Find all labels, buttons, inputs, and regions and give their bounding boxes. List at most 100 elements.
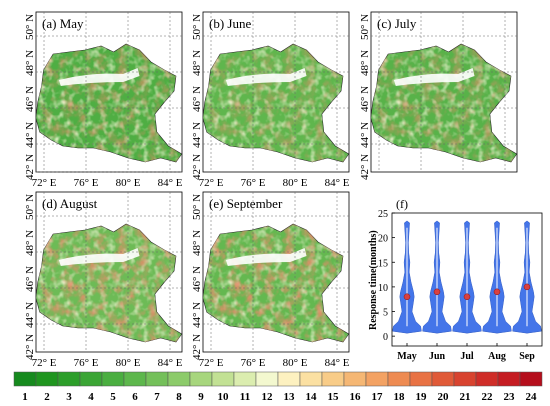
latitude-tick-label: 48° N xyxy=(359,50,371,76)
colorbar-label: 20 xyxy=(438,391,450,403)
map-panel-july: (c) July xyxy=(370,11,518,173)
latitude-tick-label: 46° N xyxy=(24,86,36,112)
latitude-tick-label: 44° N xyxy=(191,122,203,148)
colorbar-label: 10 xyxy=(218,391,230,403)
basin-map xyxy=(370,43,518,163)
map-panel-august: (d) August xyxy=(35,191,183,353)
longitude-tick-label: 84° E xyxy=(158,357,183,369)
colorbar-swatch xyxy=(13,371,37,387)
colorbar-label: 15 xyxy=(328,391,340,403)
colorbar-swatch xyxy=(453,371,477,387)
latitude-labels: 50° N 48° N 46° N 44° N 42° N 50° N 48° N 46° N… xyxy=(24,14,371,360)
map-frame xyxy=(35,191,183,353)
basin-map xyxy=(202,223,350,343)
violin-xtick-label: Aug xyxy=(488,351,506,362)
violin-yaxis: 0 5 10 15 20 25 xyxy=(378,209,395,343)
latitude-tick-label: 48° N xyxy=(24,230,36,256)
colorbar-swatch xyxy=(387,371,411,387)
map-panel-september: (e) September xyxy=(202,191,350,353)
latitude-tick-label: 48° N xyxy=(24,50,36,76)
colorbar-swatch xyxy=(57,371,81,387)
violin-median-point xyxy=(403,293,411,300)
latitude-tick-label: 44° N xyxy=(191,302,203,328)
longitude-tick-label: 76° E xyxy=(74,177,99,189)
colorbar-swatch xyxy=(145,371,169,387)
panel-title: (d) August xyxy=(42,196,98,211)
colorbar-swatch xyxy=(79,371,103,387)
latitude-tick-label: 50° N xyxy=(24,194,36,220)
colorbar-label: 16 xyxy=(350,391,362,403)
colorbar-swatch xyxy=(475,371,499,387)
colorbar-swatch xyxy=(299,371,323,387)
panel-title: (c) July xyxy=(377,16,417,31)
longitude-tick-label: 72° E xyxy=(32,177,57,189)
violin-ytick-label: 10 xyxy=(378,283,388,294)
violin-chart: (f) Response time(months) 0 5 10 15 20 25 May… xyxy=(368,197,543,362)
colorbar-label: 4 xyxy=(88,391,94,403)
colorbar-swatch xyxy=(123,371,147,387)
violin-xtick-label: May xyxy=(397,351,416,362)
violin-ytick-label: 20 xyxy=(378,234,388,245)
lake-balkhash xyxy=(225,68,307,86)
graticule xyxy=(36,12,182,173)
lake-balkhash xyxy=(58,248,140,266)
latitude-tick-label: 44° N xyxy=(359,122,371,148)
violin-median-point xyxy=(493,288,501,296)
latitude-tick-label: 46° N xyxy=(359,86,371,112)
map-frame xyxy=(370,11,518,173)
colorbar-swatch xyxy=(101,371,125,387)
colorbar-swatch xyxy=(255,371,279,387)
latitude-tick-label: 42° N xyxy=(24,334,36,360)
colorbar: 1 2 3 4 5 6 7 8 9 10 11 12 13 14 15 16 17 18 19 20 21 22 23 24 xyxy=(13,371,543,403)
map-frame xyxy=(202,11,350,173)
latitude-tick-label: 48° N xyxy=(191,50,203,76)
lake-balkhash xyxy=(58,68,140,86)
map-frame xyxy=(202,191,350,353)
colorbar-label: 6 xyxy=(132,391,138,403)
latitude-tick-label: 50° N xyxy=(24,14,36,40)
longitude-tick-label: 84° E xyxy=(325,357,350,369)
panel-title: (b) June xyxy=(209,16,251,31)
graticule xyxy=(203,12,349,172)
violin-xtick-label: Sep xyxy=(519,351,535,362)
colorbar-swatch xyxy=(233,371,257,387)
colorbar-label: 23 xyxy=(504,391,516,403)
violin-series xyxy=(392,220,542,334)
colorbar-label: 18 xyxy=(394,391,406,403)
panel-title: (a) May xyxy=(42,16,84,31)
violin-ytick-label: 25 xyxy=(378,209,388,220)
latitude-tick-label: 42° N xyxy=(24,154,36,180)
latitude-tick-label: 46° N xyxy=(24,266,36,292)
colorbar-swatch xyxy=(409,371,433,387)
colorbar-label: 21 xyxy=(460,391,471,403)
latitude-tick-label: 50° N xyxy=(359,14,371,40)
lake-balkhash xyxy=(393,68,475,86)
violin-median-point xyxy=(463,293,471,300)
longitude-tick-label: 72° E xyxy=(199,357,224,369)
violin-panel-label: (f) xyxy=(396,197,408,211)
colorbar-label: 14 xyxy=(306,391,318,403)
colorbar-label: 11 xyxy=(240,391,250,403)
colorbar-label: 17 xyxy=(372,391,384,403)
violin-ylabel: Response time(months) xyxy=(368,230,379,330)
colorbar-swatch xyxy=(343,371,367,387)
longitude-labels: 72° E 76° E 80° E 84° E 72° E 76° E 80° E 84° E… xyxy=(32,177,350,369)
basin-map xyxy=(35,43,183,163)
violin-ytick-label: 15 xyxy=(378,258,388,269)
latitude-tick-label: 42° N xyxy=(191,334,203,360)
violin-median-point xyxy=(523,283,531,291)
graticule xyxy=(371,12,517,172)
colorbar-swatch xyxy=(321,371,345,387)
basin-map xyxy=(35,223,183,343)
latitude-tick-label: 50° N xyxy=(191,14,203,40)
longitude-tick-label: 80° E xyxy=(116,177,141,189)
longitude-tick-label: 76° E xyxy=(241,357,266,369)
longitude-tick-label: 84° E xyxy=(158,177,183,189)
violin-xtick-label: Jun xyxy=(429,351,446,362)
map-panel-may: (a) May xyxy=(35,11,183,173)
latitude-tick-label: 42° N xyxy=(359,154,371,180)
colorbar-label: 24 xyxy=(526,391,538,403)
colorbar-label: 22 xyxy=(482,391,494,403)
colorbar-swatch xyxy=(35,371,59,387)
